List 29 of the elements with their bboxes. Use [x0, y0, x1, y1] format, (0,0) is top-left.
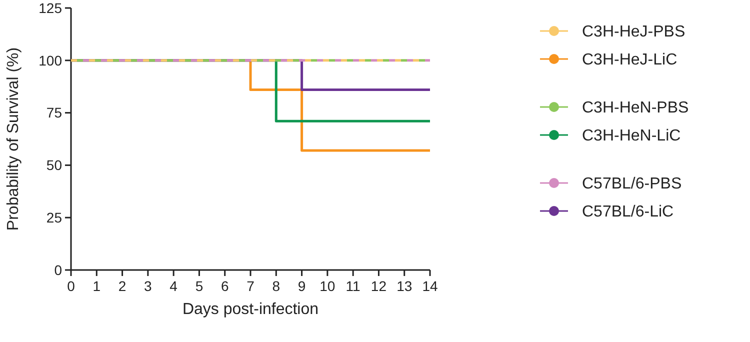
x-tick-label: 4: [170, 278, 178, 294]
x-tick-label: 10: [320, 278, 336, 294]
x-tick-label: 0: [67, 278, 76, 294]
x-tick-label: 6: [220, 278, 229, 294]
x-tick-label: 8: [272, 278, 280, 294]
y-tick-label: 125: [38, 0, 62, 16]
legend-label: C3H-HeJ-LiC: [582, 52, 678, 69]
x-tick-label: 1: [92, 278, 101, 294]
x-tick-label: 7: [246, 278, 255, 294]
y-tick-label: 50: [46, 157, 62, 174]
legend-label: C57BL/6-PBS: [582, 176, 682, 193]
y-tick-label: 75: [46, 104, 62, 121]
y-tick-label: 0: [54, 262, 62, 278]
x-tick-label: 5: [195, 278, 204, 294]
legend-label: C3H-HeJ-PBS: [582, 24, 686, 41]
x-tick-label: 9: [298, 278, 306, 294]
legend-label: C57BL/6-LiC: [582, 204, 674, 221]
x-tick-label: 2: [118, 278, 126, 294]
y-tick-label: 25: [46, 210, 62, 226]
x-tick-label: 12: [370, 278, 387, 294]
x-tick-label: 11: [346, 278, 361, 294]
x-tick-label: 14: [422, 278, 438, 294]
x-tick-label: 13: [396, 278, 412, 294]
legend-label: C3H-HeN-LiC: [582, 128, 681, 145]
x-axis-title: Days post-infection: [182, 301, 319, 318]
x-tick-label: 3: [144, 278, 152, 294]
legend-label: C3H-HeN-PBS: [582, 100, 689, 117]
y-tick-label: 100: [38, 52, 62, 68]
y-axis-title: Probability of Survival (%): [5, 47, 22, 231]
